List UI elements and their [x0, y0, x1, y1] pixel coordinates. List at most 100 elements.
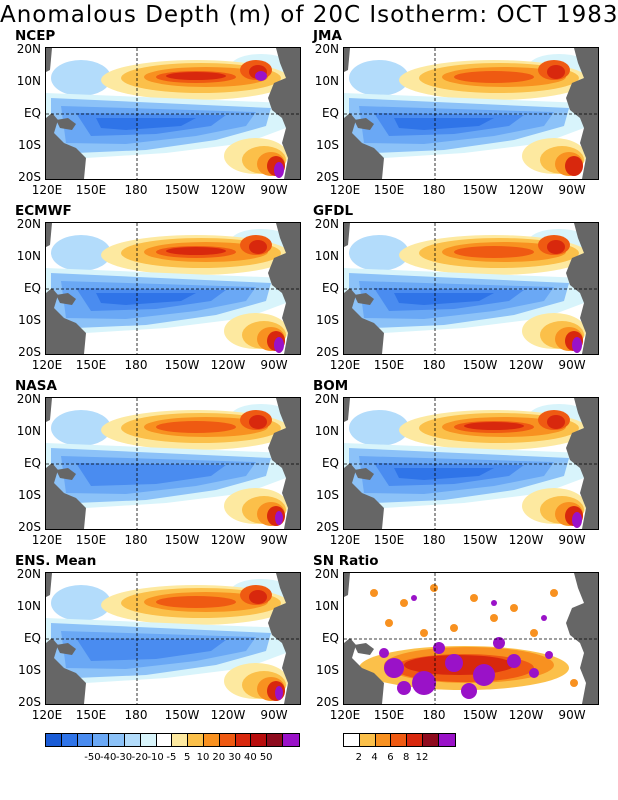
- longitude-tick-label: 150W: [164, 533, 200, 547]
- colorbar-swatch: [140, 734, 157, 746]
- longitude-tick-label: 150E: [75, 358, 107, 372]
- anomaly-map: [343, 47, 599, 180]
- colorbar-swatch: [375, 734, 392, 746]
- latitude-tick-label: EQ: [23, 106, 41, 120]
- latitude-tick-label: 20N: [16, 392, 41, 406]
- colorbar-swatch: [203, 734, 220, 746]
- latitude-tick-label: 10S: [316, 488, 339, 502]
- longitude-tick-label: 180: [422, 533, 446, 547]
- longitude-tick-label: 180: [124, 533, 148, 547]
- latitude-tick-label: 20N: [16, 567, 41, 581]
- longitude-tick-label: 150E: [75, 533, 107, 547]
- colorbar-swatch: [219, 734, 236, 746]
- map-panel: BOM 20N 10N EQ 10S 20S 120E 150E 180 150W 120W 90W: [303, 378, 601, 552]
- latitude-tick-label: 10S: [18, 138, 41, 152]
- latitude-tick-label: 20N: [16, 217, 41, 231]
- longitude-tick-label: 90W: [558, 358, 586, 372]
- longitude-tick-label: 120E: [31, 533, 63, 547]
- longitude-tick-label: 150E: [373, 533, 405, 547]
- colorbar-swatch: [93, 734, 110, 746]
- longitude-tick-label: 150E: [75, 183, 107, 197]
- panel-title: JMA: [313, 28, 342, 44]
- longitude-tick-label: 180: [422, 358, 446, 372]
- panel-title: NCEP: [15, 28, 56, 44]
- latitude-tick-label: 20N: [314, 42, 339, 56]
- longitude-tick-label: 150W: [164, 358, 200, 372]
- longitude-tick-label: 150W: [462, 183, 498, 197]
- colorbar-label: -10: [147, 752, 164, 763]
- longitude-tick-label: 120E: [329, 708, 361, 722]
- anomaly-map: [343, 397, 599, 530]
- panel-title: NASA: [15, 378, 57, 394]
- anomaly-map: [45, 397, 301, 530]
- map-panel: SN Ratio 20N 10N EQ 10S 20S 120E 150E 180 150W 120…: [303, 553, 601, 727]
- colorbar-swatch: [188, 734, 204, 746]
- colorbar-swatch: [77, 734, 94, 746]
- longitude-tick-label: 90W: [260, 183, 288, 197]
- map-plot: [46, 398, 300, 529]
- latitude-tick-label: 10S: [316, 138, 339, 152]
- longitude-tick-label: 120E: [31, 183, 63, 197]
- map-plot: [46, 48, 300, 179]
- panel-title: SN Ratio: [313, 553, 379, 569]
- longitude-tick-label: 120W: [508, 533, 544, 547]
- longitude-tick-label: 120W: [508, 708, 544, 722]
- colorbar-swatch: [156, 734, 173, 746]
- panel-title: ECMWF: [15, 203, 72, 219]
- longitude-tick-label: 180: [124, 358, 148, 372]
- latitude-tick-label: EQ: [321, 631, 339, 645]
- longitude-tick-label: 90W: [260, 708, 288, 722]
- colorbar-swatch: [422, 734, 439, 746]
- map-panel: GFDL 20N 10N EQ 10S 20S 120E 150E 180 150W 120W 90W: [303, 203, 601, 377]
- latitude-tick-label: 10N: [314, 424, 339, 438]
- latitude-tick-label: 10N: [314, 249, 339, 263]
- panel-title: BOM: [313, 378, 349, 394]
- anomaly-map: [45, 222, 301, 355]
- longitude-tick-label: 120E: [329, 358, 361, 372]
- longitude-tick-label: 120W: [210, 358, 246, 372]
- longitude-tick-label: 120W: [210, 183, 246, 197]
- latitude-tick-label: 20S: [316, 695, 339, 709]
- longitude-tick-label: 120W: [508, 183, 544, 197]
- colorbar-label: 50: [259, 752, 273, 763]
- longitude-tick-label: 150E: [373, 708, 405, 722]
- latitude-tick-label: 20N: [314, 392, 339, 406]
- panel-title: GFDL: [313, 203, 354, 219]
- latitude-tick-label: EQ: [321, 106, 339, 120]
- longitude-tick-label: 150W: [462, 708, 498, 722]
- panel-title: ENS. Mean: [15, 553, 97, 569]
- colorbar-label: -50: [84, 752, 101, 763]
- latitude-tick-label: EQ: [23, 631, 41, 645]
- longitude-tick-label: 150W: [164, 708, 200, 722]
- latitude-tick-label: 20S: [316, 170, 339, 184]
- colorbar-swatch: [391, 734, 408, 746]
- anomaly-colorbar: [45, 733, 300, 747]
- latitude-tick-label: 20S: [18, 170, 41, 184]
- longitude-tick-label: 120E: [329, 183, 361, 197]
- colorbar-label: 8: [403, 752, 410, 763]
- latitude-tick-label: 10N: [16, 249, 41, 263]
- colorbar-label: 30: [228, 752, 241, 763]
- latitude-tick-label: 10N: [314, 599, 339, 613]
- longitude-tick-label: 90W: [260, 358, 288, 372]
- latitude-tick-label: EQ: [23, 281, 41, 295]
- longitude-tick-label: 120E: [329, 533, 361, 547]
- colorbar-label: 40: [244, 752, 257, 763]
- colorbar-label: -30: [115, 752, 133, 763]
- colorbar-swatch: [438, 734, 455, 746]
- latitude-tick-label: 20S: [316, 345, 339, 359]
- map-panel: NASA 20N 10N EQ 10S 20S 120E 150E 180 150W 120W 90W: [5, 378, 303, 552]
- colorbar-swatch: [235, 734, 252, 746]
- colorbar-label: 2: [355, 752, 362, 763]
- latitude-tick-label: 20N: [314, 217, 339, 231]
- colorbar-swatch: [344, 734, 360, 746]
- map-plot: [344, 48, 598, 179]
- map-plot: [344, 223, 598, 354]
- figure-title: Anomalous Depth (m) of 20C Isotherm: OCT…: [0, 2, 618, 28]
- latitude-tick-label: 20S: [18, 695, 41, 709]
- colorbar-label: 20: [212, 752, 226, 763]
- longitude-tick-label: 90W: [558, 183, 586, 197]
- map-panel: ECMWF 20N 10N EQ 10S 20S 120E 150E 180 150W 120W 90…: [5, 203, 303, 377]
- anomaly-map: [45, 572, 301, 705]
- anomaly-map: [45, 47, 301, 180]
